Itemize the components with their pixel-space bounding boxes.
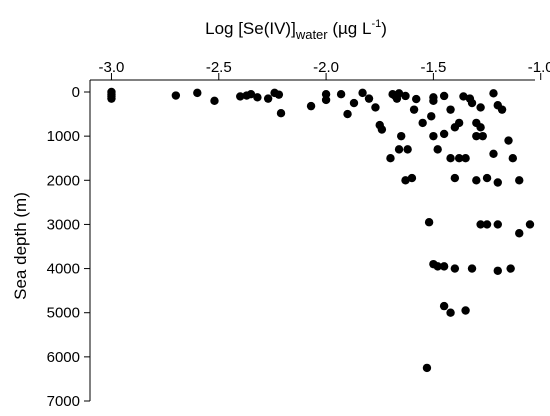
data-point: [489, 89, 498, 98]
data-point: [459, 92, 468, 101]
data-point: [274, 90, 284, 99]
data-point: [418, 118, 427, 128]
data-point: [472, 176, 481, 185]
data-point: [306, 101, 316, 111]
data-point: [515, 229, 524, 238]
data-point: [336, 90, 346, 99]
axes: -3.0 -2.5 -2.0 -1.5 -1.0 0 1000 2000 3000 4000 500…: [47, 59, 550, 410]
data-point: [446, 105, 455, 114]
data-point: [482, 220, 492, 229]
data-point: [358, 88, 367, 98]
x-tick-label: -1.0: [528, 59, 550, 76]
data-point: [476, 123, 485, 132]
x-axis-title-unit: (µg L: [328, 19, 372, 38]
data-point: [253, 93, 262, 102]
data-point: [506, 264, 515, 273]
data-point: [210, 96, 219, 106]
data-point: [397, 131, 406, 141]
data-point: [493, 220, 502, 229]
data-point: [493, 266, 502, 275]
data-point: [349, 98, 359, 108]
y-tick-label: 4000: [47, 261, 80, 278]
x-axis-title: Log [Se(IV)]water (µg L-1): [205, 18, 387, 42]
x-tick-label: -1.5: [420, 59, 446, 76]
data-point: [450, 264, 460, 273]
x-axis-title-main: Log [Se(IV)]: [205, 19, 296, 38]
data-point: [467, 264, 477, 273]
data-point: [321, 90, 331, 99]
x-axis-title-superscript: -1: [371, 18, 381, 30]
data-point: [343, 109, 352, 119]
data-point: [446, 154, 455, 163]
data-point: [450, 173, 460, 183]
data-point: [276, 108, 286, 118]
x-tick-label: -3.0: [99, 59, 125, 76]
y-tick-label: 5000: [47, 305, 80, 322]
data-point: [386, 154, 395, 163]
data-point: [409, 105, 419, 114]
x-axis-title-unit-close: ): [381, 19, 387, 38]
x-tick-label: -2.0: [313, 59, 339, 76]
data-point: [403, 145, 412, 154]
x-tick-label: -2.5: [206, 59, 232, 76]
data-point: [439, 129, 449, 139]
data-point: [497, 105, 507, 114]
data-point: [439, 262, 449, 271]
data-point: [454, 154, 464, 163]
data-point: [493, 178, 502, 187]
y-tick-label: 3000: [47, 216, 80, 233]
y-axis-title: Sea depth (m): [11, 192, 30, 300]
data-point: [439, 91, 449, 101]
data-point: [433, 262, 442, 271]
data-point: [364, 94, 374, 103]
y-tick-label: 2000: [47, 172, 80, 189]
data-point: [450, 123, 460, 132]
data-point: [377, 125, 387, 134]
data-point: [429, 131, 438, 141]
data-point: [472, 131, 481, 141]
data-point: [515, 176, 524, 185]
data-point: [467, 98, 477, 108]
data-point: [461, 306, 470, 315]
data-point: [263, 94, 273, 103]
data-point: [171, 91, 181, 100]
data-point: [489, 149, 498, 158]
data-point: [482, 173, 492, 183]
data-point: [446, 308, 455, 317]
data-point: [424, 218, 434, 227]
data-point: [412, 94, 421, 104]
data-point: [478, 131, 487, 141]
data-point: [401, 91, 410, 101]
data-point: [401, 176, 410, 185]
data-point: [476, 103, 485, 112]
y-tick-label: 0: [72, 84, 80, 101]
data-point: [422, 363, 432, 373]
data-point: [246, 90, 256, 99]
data-point: [525, 220, 535, 229]
data-point: [433, 145, 442, 154]
data-point: [394, 145, 404, 154]
data-point: [508, 154, 518, 163]
data-point: [476, 220, 485, 229]
data-point: [321, 95, 331, 105]
data-point: [107, 94, 116, 103]
y-tick-label: 7000: [47, 393, 80, 410]
data-point: [439, 301, 449, 311]
data-point: [371, 103, 380, 112]
data-point: [427, 112, 436, 121]
data-point: [504, 136, 513, 145]
data-point: [193, 88, 202, 98]
data-point: [429, 93, 438, 102]
data-point: [394, 89, 404, 98]
data-point: [236, 92, 245, 101]
x-axis-title-subscript: water: [295, 27, 328, 42]
data-point: [407, 173, 417, 183]
y-tick-label: 6000: [47, 349, 80, 366]
y-tick-label: 1000: [47, 128, 80, 145]
data-points: [107, 87, 535, 373]
data-point: [461, 154, 470, 163]
